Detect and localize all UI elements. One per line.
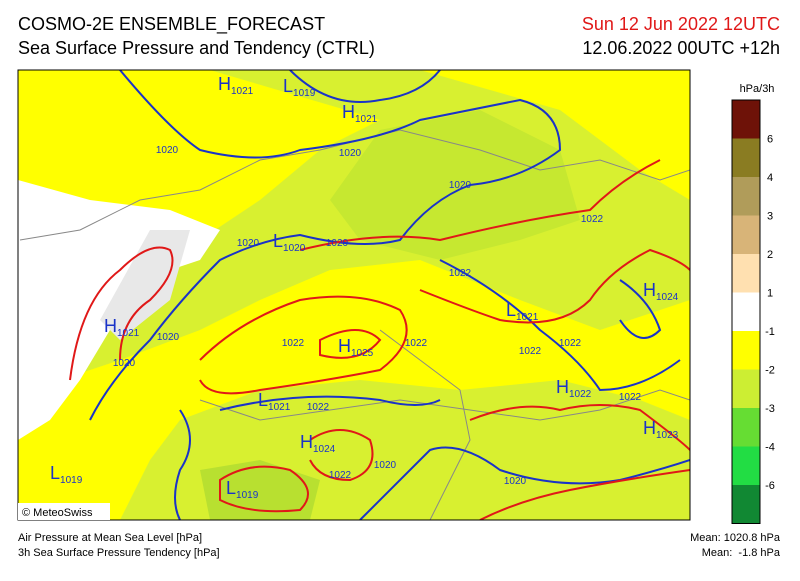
pressure-center: H1021 <box>342 102 378 125</box>
isobar-label: 1022 <box>519 346 542 357</box>
credit: © MeteoSwiss <box>22 507 93 519</box>
isobar-label: 1020 <box>504 476 527 487</box>
title: COSMO-2E ENSEMBLE_FORECAST <box>18 14 325 35</box>
legend-label: 6 <box>767 134 773 146</box>
pressure-center: H1024 <box>643 280 679 303</box>
center-value: 1019 <box>293 88 316 99</box>
legend-label: -2 <box>765 365 775 377</box>
center-value: 1019 <box>60 475 83 486</box>
isobar-label: 1022 <box>581 214 604 225</box>
pressure-center: H1024 <box>300 432 336 455</box>
legend-label: 3 <box>767 211 773 223</box>
center-value: 1021 <box>268 402 291 413</box>
subtitle: Sea Surface Pressure and Tendency (CTRL) <box>18 38 375 58</box>
isobar-label: 1020 <box>237 238 260 249</box>
legend: hPa/3h 6 4 3 2 1 -1 -2 -3 -4 -6 <box>731 83 775 524</box>
footer-left: Air Pressure at Mean Sea Level [hPa] <box>18 532 202 544</box>
legend-label: 2 <box>767 249 773 261</box>
isobar-label: 1020 <box>339 148 362 159</box>
center-value: 1024 <box>656 292 679 303</box>
center-value: 1020 <box>283 243 306 254</box>
center-value: 1025 <box>351 348 374 359</box>
pressure-center: H1023 <box>643 418 679 441</box>
center-letter: H <box>218 74 231 94</box>
center-letter: L <box>506 300 516 320</box>
center-letter: H <box>643 280 656 300</box>
center-letter: H <box>104 316 117 336</box>
pressure-center: H1022 <box>556 377 592 400</box>
isobar-label: 1020 <box>374 460 397 471</box>
center-value: 1021 <box>516 312 539 323</box>
footer-right: Mean: 1020.8 hPa <box>690 532 781 544</box>
center-letter: L <box>226 478 236 498</box>
center-value: 1024 <box>313 444 336 455</box>
legend-label: -6 <box>765 480 775 492</box>
isobar-label: 1020 <box>157 332 180 343</box>
center-letter: L <box>258 390 268 410</box>
legend-label: 1 <box>767 288 773 300</box>
legend-label: -1 <box>765 326 775 338</box>
isobar-label: 1022 <box>329 470 352 481</box>
pressure-center: L1021 <box>258 390 291 413</box>
footer-right: Mean: -1.8 hPa <box>702 547 781 559</box>
center-value: 1023 <box>656 430 679 441</box>
legend-label: 4 <box>767 172 773 184</box>
pressure-center: L1019 <box>226 478 259 501</box>
center-letter: L <box>283 76 293 96</box>
isobar-label: 1022 <box>282 338 305 349</box>
center-letter: H <box>643 418 656 438</box>
valid-time: Sun 12 Jun 2022 12UTC <box>582 14 780 34</box>
isobar-label: 1022 <box>619 392 642 403</box>
pressure-center: L1020 <box>273 231 306 254</box>
pressure-center: H1021 <box>104 316 140 339</box>
pressure-center: L1019 <box>50 463 83 486</box>
footer-left: 3h Sea Surface Pressure Tendency [hPa] <box>18 547 220 559</box>
pressure-center: L1021 <box>506 300 539 323</box>
isobar-label: 1020 <box>326 238 349 249</box>
pressure-center: H1021 <box>218 74 254 97</box>
isobar-label: 1020 <box>113 358 136 369</box>
center-letter: L <box>273 231 283 251</box>
isobar-label: 1020 <box>156 145 179 156</box>
isobar-label: 1022 <box>307 402 330 413</box>
legend-unit: hPa/3h <box>740 83 775 95</box>
center-letter: H <box>342 102 355 122</box>
center-letter: H <box>556 377 569 397</box>
center-value: 1021 <box>355 114 378 125</box>
center-value: 1022 <box>569 389 592 400</box>
isobar-label: 1022 <box>559 338 582 349</box>
run-time: 12.06.2022 00UTC +12h <box>582 38 780 58</box>
center-letter: L <box>50 463 60 483</box>
legend-label: -4 <box>765 442 775 454</box>
center-value: 1021 <box>231 86 254 97</box>
isobar-label: 1022 <box>449 268 472 279</box>
isobar-label: 1020 <box>449 180 472 191</box>
pressure-center: H1025 <box>338 336 374 359</box>
pressure-center: L1019 <box>283 76 316 99</box>
isobar-label: 1022 <box>405 338 428 349</box>
map: H1021 L1019H1021L1020H1021H1025L1021H1024… <box>17 69 691 521</box>
center-value: 1021 <box>117 328 140 339</box>
legend-label: -3 <box>765 403 775 415</box>
center-value: 1019 <box>236 490 259 501</box>
center-letter: H <box>338 336 351 356</box>
center-letter: H <box>300 432 313 452</box>
